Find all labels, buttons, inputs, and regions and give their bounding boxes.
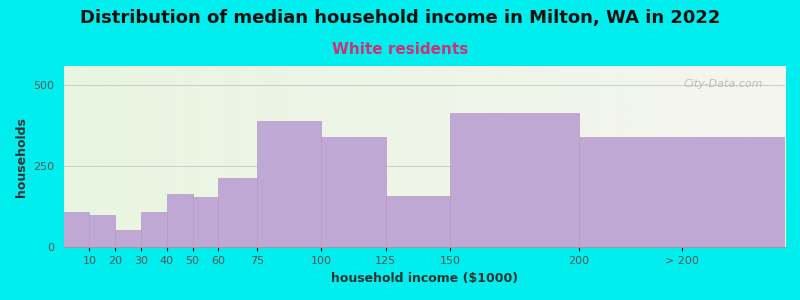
- Bar: [64, 212, 90, 247]
- Bar: [141, 212, 166, 247]
- Bar: [90, 215, 115, 248]
- X-axis label: household income ($1000): household income ($1000): [330, 272, 518, 285]
- Text: White residents: White residents: [332, 42, 468, 57]
- Text: City-Data.com: City-Data.com: [684, 79, 763, 89]
- Bar: [115, 230, 141, 247]
- Bar: [166, 194, 193, 247]
- Text: Distribution of median household income in Milton, WA in 2022: Distribution of median household income …: [80, 9, 720, 27]
- Bar: [450, 113, 579, 247]
- Y-axis label: households: households: [15, 117, 28, 196]
- Bar: [218, 178, 257, 247]
- Bar: [386, 196, 450, 247]
- Bar: [579, 137, 785, 248]
- Bar: [322, 137, 386, 248]
- Bar: [193, 197, 218, 248]
- Bar: [257, 121, 322, 248]
